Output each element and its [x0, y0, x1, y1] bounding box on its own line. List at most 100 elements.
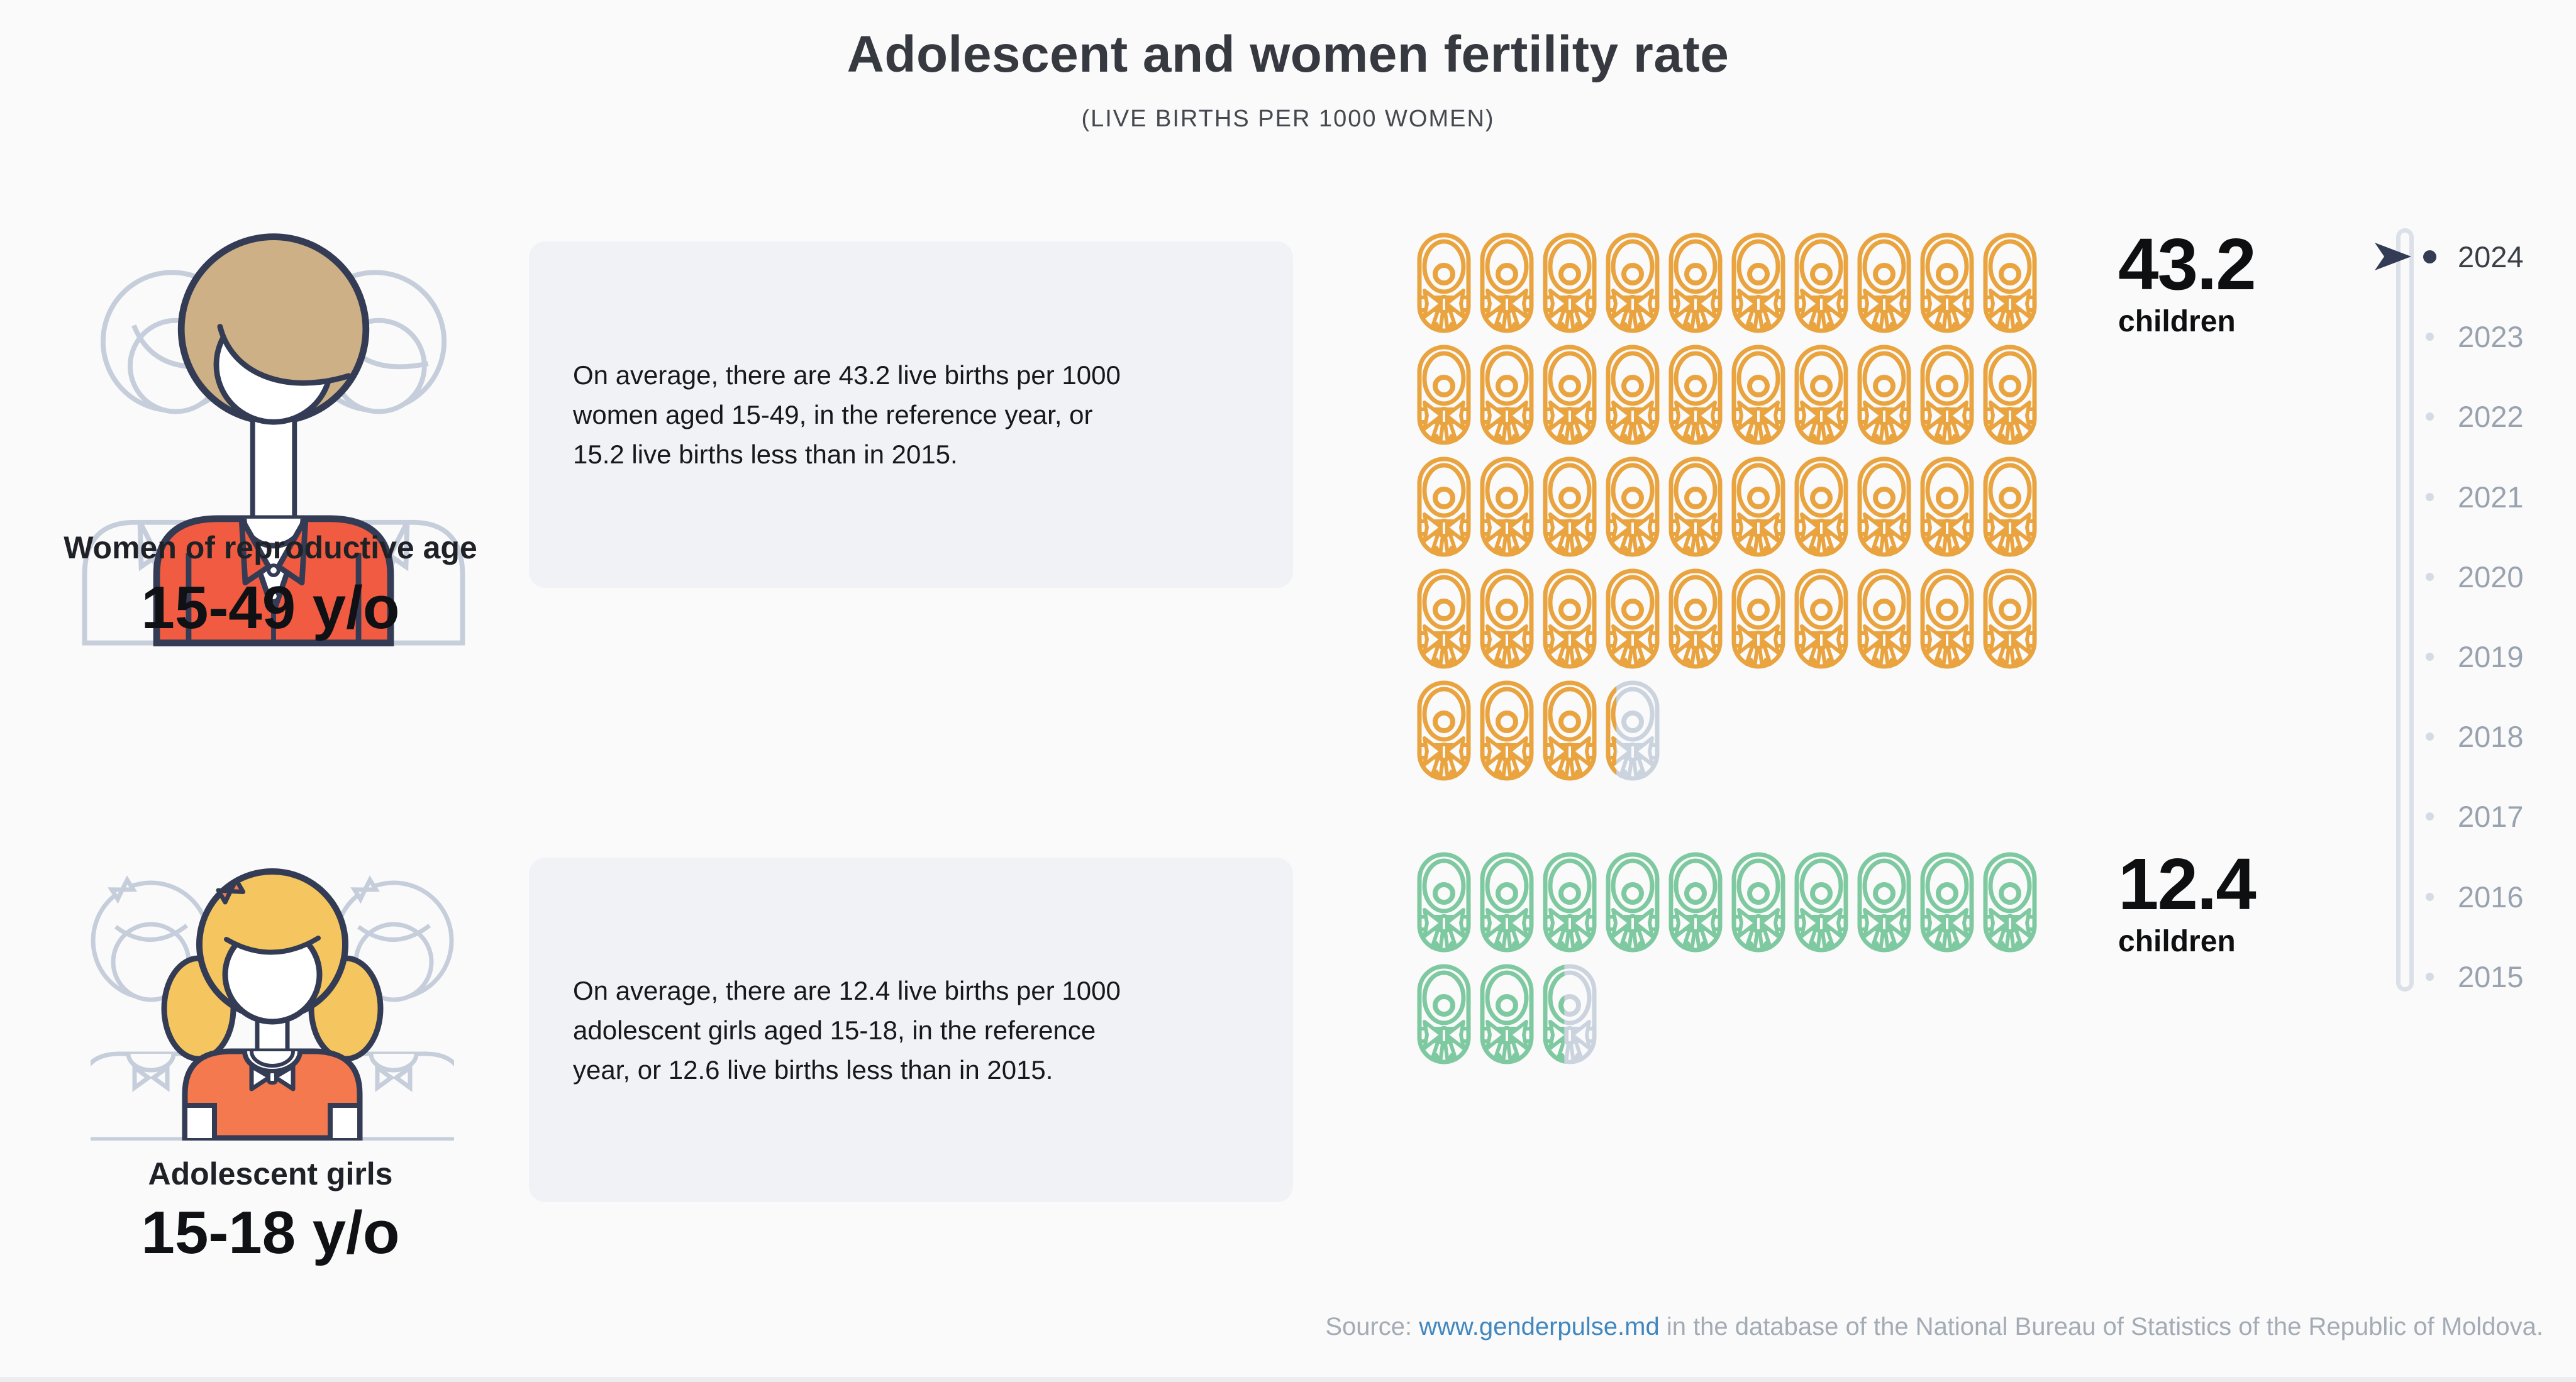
timeline-year-2021[interactable]: 2021	[2421, 457, 2524, 537]
value-women: 43.2 children	[2118, 223, 2257, 339]
baby-icon	[1794, 852, 1848, 953]
baby-icon	[1417, 568, 1471, 669]
baby-icon	[1417, 233, 1471, 333]
baby-icon	[1731, 568, 1785, 669]
timeline-track[interactable]	[2396, 228, 2414, 992]
timeline-year-2019[interactable]: 2019	[2421, 617, 2524, 697]
timeline-year-2023[interactable]: 2023	[2421, 297, 2524, 377]
value-number-women: 43.2	[2118, 223, 2257, 305]
value-number-girls: 12.4	[2118, 843, 2257, 925]
baby-icon	[1417, 964, 1471, 1064]
timeline-year-label[interactable]: 2016	[2458, 880, 2524, 914]
timeline-year-2022[interactable]: 2022	[2421, 377, 2524, 456]
timeline-year-dot[interactable]	[2421, 812, 2438, 821]
timeline-year-label[interactable]: 2018	[2458, 720, 2524, 754]
timeline-year-label[interactable]: 2017	[2458, 800, 2524, 834]
baby-icon	[1543, 233, 1597, 333]
baby-icon	[1731, 233, 1785, 333]
baby-icon	[1668, 345, 1723, 445]
source-prefix: Source:	[1325, 1313, 1419, 1341]
baby-icon	[1480, 680, 1534, 781]
timeline-year-dot[interactable]	[2421, 572, 2438, 581]
baby-icon	[1543, 852, 1597, 953]
timeline-year-2016[interactable]: 2016	[2421, 857, 2524, 937]
baby-icon	[1417, 852, 1471, 953]
baby-icon	[1857, 456, 1911, 557]
baby-icon	[1417, 680, 1471, 781]
bottom-edge-strip	[0, 1377, 2576, 1382]
baby-icon	[1480, 964, 1534, 1064]
timeline-year-label[interactable]: 2015	[2458, 959, 2524, 993]
baby-icon	[1857, 568, 1911, 669]
timeline-year-dot[interactable]	[2421, 492, 2438, 501]
baby-icon	[1731, 852, 1785, 953]
timeline-year-dot[interactable]	[2421, 892, 2438, 901]
timeline-year-dot[interactable]	[2421, 972, 2438, 981]
timeline-year-dot[interactable]	[2421, 732, 2438, 741]
year-timeline: 2024 2023 2022 2021 2020 2019 2018 2017 2016 2015	[2375, 217, 2576, 1028]
description-box-girls: On average, there are 12.4 live births p…	[529, 858, 1293, 1202]
timeline-year-dot[interactable]	[2421, 412, 2438, 421]
source-link[interactable]: www.genderpulse.md	[1419, 1313, 1660, 1341]
baby-icon	[1606, 456, 1660, 557]
timeline-year-label[interactable]: 2021	[2458, 480, 2524, 514]
description-text-girls: On average, there are 12.4 live births p…	[573, 975, 1121, 1085]
baby-icon	[1857, 233, 1911, 333]
value-girls: 12.4 children	[2118, 843, 2257, 959]
baby-icon	[1857, 345, 1911, 445]
timeline-year-label[interactable]: 2019	[2458, 640, 2524, 674]
page-title: Adolescent and women fertility rate	[847, 26, 1729, 83]
baby-icon	[1794, 456, 1848, 557]
baby-icon	[1920, 852, 1974, 953]
timeline-year-label[interactable]: 2022	[2458, 400, 2524, 434]
women-group-icon	[70, 233, 477, 646]
page-subtitle: (LIVE BIRTHS PER 1000 WOMEN)	[1081, 106, 1495, 132]
group-age-women: 15-49 y/o	[141, 574, 400, 641]
timeline-year-dot[interactable]	[2421, 250, 2438, 264]
baby-icon	[1794, 568, 1848, 669]
group-label-girls: Adolescent girls	[148, 1156, 393, 1191]
baby-icon	[1543, 345, 1597, 445]
timeline-year-label[interactable]: 2023	[2458, 320, 2524, 354]
baby-icon	[1543, 680, 1597, 781]
timeline-year-label[interactable]: 2020	[2458, 560, 2524, 594]
timeline-year-dot[interactable]	[2421, 653, 2438, 661]
timeline-year-2024[interactable]: 2024	[2421, 217, 2524, 297]
baby-icon	[1794, 233, 1848, 333]
baby-icon	[1731, 456, 1785, 557]
timeline-year-2018[interactable]: 2018	[2421, 697, 2524, 777]
highlighted-woman	[153, 233, 394, 646]
baby-icon	[1920, 345, 1974, 445]
baby-icon	[1668, 568, 1723, 669]
baby-icon	[1983, 456, 2037, 557]
baby-icon	[1606, 233, 1660, 333]
timeline-year-dot[interactable]	[2421, 333, 2438, 341]
baby-icon	[1794, 345, 1848, 445]
baby-icon	[1480, 233, 1534, 333]
baby-icon	[1606, 345, 1660, 445]
group-label-women: Women of reproductive age	[64, 530, 477, 565]
baby-icon	[1606, 852, 1660, 953]
baby-icon	[1983, 233, 2037, 333]
source-line: Source: www.genderpulse.md in the databa…	[1325, 1313, 2543, 1341]
baby-icon	[1480, 568, 1534, 669]
timeline-years: 2024 2023 2022 2021 2020 2019 2018 2017 2016 2015	[2421, 217, 2524, 1017]
baby-icon	[1920, 456, 1974, 557]
baby-icon	[1543, 456, 1597, 557]
timeline-year-2015[interactable]: 2015	[2421, 937, 2524, 1017]
timeline-year-2017[interactable]: 2017	[2421, 777, 2524, 856]
baby-icon	[1417, 345, 1471, 445]
baby-icon	[1983, 345, 2037, 445]
baby-icon	[1480, 852, 1534, 953]
timeline-year-label[interactable]: 2024	[2458, 240, 2524, 274]
timeline-handle-arrow[interactable]	[2375, 243, 2411, 270]
value-unit-women: children	[2118, 304, 2236, 338]
baby-icon	[1920, 233, 1974, 333]
baby-icon	[1668, 456, 1723, 557]
baby-icon	[1480, 345, 1534, 445]
timeline-year-2020[interactable]: 2020	[2421, 537, 2524, 617]
baby-icon	[1480, 456, 1534, 557]
baby-icon	[1983, 568, 2037, 669]
description-box-women: On average, there are 43.2 live births p…	[529, 241, 1293, 588]
girls-group-icon	[91, 868, 454, 1141]
